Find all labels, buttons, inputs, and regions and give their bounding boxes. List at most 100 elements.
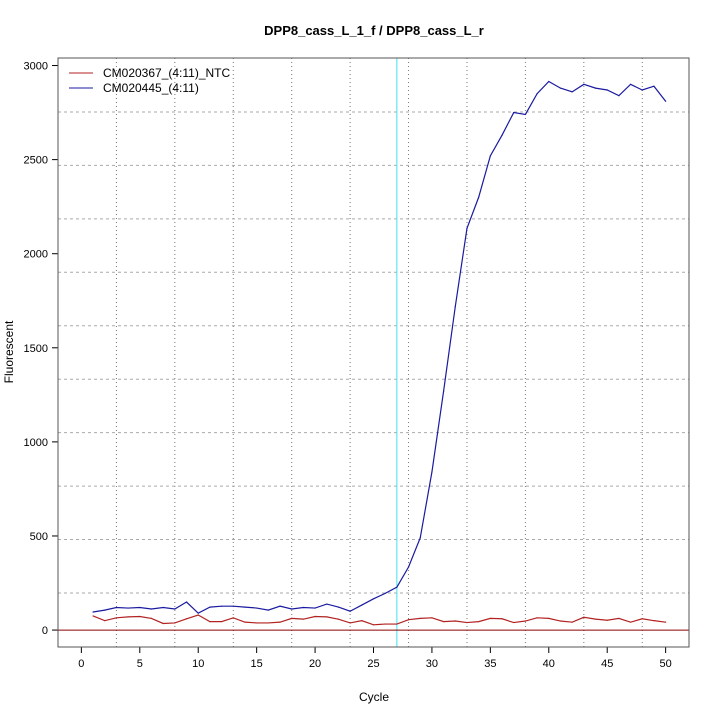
x-axis-label: Cycle xyxy=(359,690,389,704)
data-point xyxy=(583,83,585,85)
data-point xyxy=(302,606,304,609)
data-point xyxy=(478,196,480,198)
data-point xyxy=(174,622,176,624)
data-point xyxy=(150,608,153,610)
data-point xyxy=(302,618,304,620)
data-point xyxy=(361,620,363,622)
data-point xyxy=(139,606,141,609)
data-point xyxy=(185,618,188,620)
data-point xyxy=(185,601,188,603)
y-tick-label: 1500 xyxy=(24,343,48,355)
data-point xyxy=(314,615,316,618)
data-point xyxy=(197,614,199,616)
data-point xyxy=(396,623,398,625)
data-point xyxy=(407,619,410,621)
y-tick-label: 3000 xyxy=(24,61,48,73)
x-tick-label: 5 xyxy=(137,658,143,670)
data-point xyxy=(337,606,340,608)
data-point xyxy=(443,390,445,392)
data-point xyxy=(232,617,234,619)
data-point xyxy=(606,619,608,621)
data-point xyxy=(104,609,106,611)
y-tick-label: 2000 xyxy=(24,249,48,261)
data-point xyxy=(536,617,538,619)
data-point xyxy=(291,617,293,619)
data-point xyxy=(594,618,597,620)
data-point xyxy=(478,620,480,623)
data-point xyxy=(419,537,421,539)
data-point xyxy=(244,621,246,623)
y-axis-label: Fluorescent xyxy=(2,320,16,383)
data-point xyxy=(291,608,293,610)
data-point xyxy=(431,471,433,473)
data-point xyxy=(559,87,562,89)
data-point xyxy=(115,606,118,609)
x-tick-label: 45 xyxy=(601,658,613,670)
data-point xyxy=(524,620,527,622)
data-point xyxy=(92,611,94,613)
data-point xyxy=(501,134,503,136)
data-point xyxy=(174,608,176,610)
data-point xyxy=(279,605,281,607)
x-tick-label: 50 xyxy=(660,658,672,670)
x-tick-label: 30 xyxy=(426,658,438,670)
data-point xyxy=(665,100,667,102)
data-point xyxy=(513,111,515,114)
data-point xyxy=(618,617,620,619)
data-point xyxy=(220,620,223,623)
data-point xyxy=(419,617,421,619)
x-tick-label: 25 xyxy=(367,658,379,670)
data-point xyxy=(571,621,573,623)
data-point xyxy=(349,610,351,612)
x-tick-label: 35 xyxy=(484,658,496,670)
data-point xyxy=(548,80,550,83)
data-point xyxy=(454,305,456,307)
data-point xyxy=(92,615,94,617)
data-point xyxy=(524,113,527,116)
legend-label-sample: CM020445_(4:11) xyxy=(103,81,199,95)
chart-title: DPP8_cass_L_1_f / DPP8_cass_L_r xyxy=(264,23,484,38)
legend-label-ntc: CM020367_(4:11)_NTC xyxy=(103,66,231,80)
data-point xyxy=(256,622,258,624)
data-point xyxy=(127,616,129,618)
data-point xyxy=(209,606,211,608)
data-point xyxy=(407,566,410,568)
series-line-0 xyxy=(92,614,666,626)
data-point xyxy=(115,617,118,619)
data-point xyxy=(466,227,468,229)
data-point xyxy=(513,621,515,624)
data-point xyxy=(443,620,445,623)
data-point xyxy=(606,89,608,91)
data-point xyxy=(384,592,386,594)
data-point xyxy=(349,622,351,624)
data-point xyxy=(244,606,246,608)
x-tick-label: 20 xyxy=(309,658,321,670)
data-point xyxy=(279,621,281,623)
data-point xyxy=(583,616,585,618)
data-point xyxy=(127,607,129,609)
data-point xyxy=(326,603,328,605)
data-point xyxy=(104,620,106,622)
series-line-1 xyxy=(92,80,667,614)
data-point xyxy=(197,612,199,614)
data-point xyxy=(220,605,223,607)
y-tick-label: 1000 xyxy=(24,437,48,449)
data-point xyxy=(665,621,667,623)
x-tick-label: 15 xyxy=(251,658,263,670)
data-point xyxy=(431,617,433,619)
data-point xyxy=(256,607,258,609)
y-tick-label: 500 xyxy=(30,531,48,543)
x-tick-label: 10 xyxy=(192,658,204,670)
data-point xyxy=(653,85,655,87)
data-point xyxy=(489,155,491,157)
data-point xyxy=(337,618,340,620)
data-point xyxy=(618,95,620,97)
data-point xyxy=(466,621,468,624)
data-point xyxy=(559,620,562,622)
data-point xyxy=(267,622,269,624)
data-point xyxy=(139,615,141,618)
y-tick-label: 2500 xyxy=(24,155,48,167)
data-point xyxy=(232,605,234,607)
data-point xyxy=(629,621,632,623)
